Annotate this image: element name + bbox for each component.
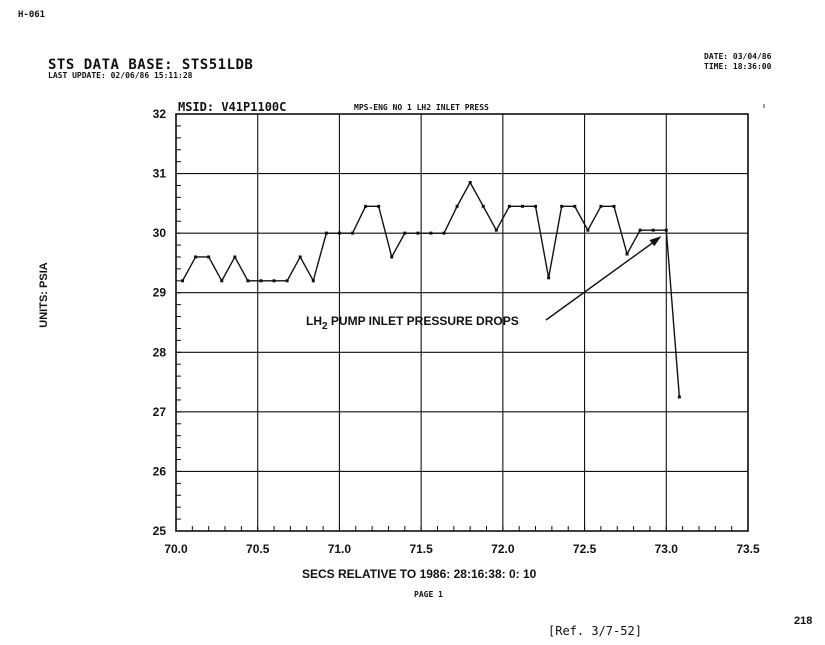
data-point bbox=[194, 255, 198, 259]
annotation-arrow-shaft bbox=[545, 239, 657, 321]
chart-subtitle: MPS-ENG NO 1 LH2 INLET PRESS bbox=[354, 103, 489, 112]
report-time: TIME: 18:36:00 bbox=[704, 62, 772, 71]
data-point bbox=[259, 279, 263, 283]
data-point bbox=[534, 204, 538, 208]
data-point bbox=[560, 204, 564, 208]
data-point bbox=[181, 279, 185, 283]
last-update: LAST UPDATE: 02/06/86 15:11:28 bbox=[48, 71, 193, 80]
data-point bbox=[364, 204, 368, 208]
data-point bbox=[416, 231, 420, 235]
report-date: DATE: 03/04/86 bbox=[704, 52, 772, 61]
data-point bbox=[507, 204, 511, 208]
data-point bbox=[337, 231, 341, 235]
y-tick-label: 27 bbox=[153, 405, 167, 419]
chart-title: MSID: V41P1100C bbox=[178, 100, 286, 114]
y-tick-label: 28 bbox=[153, 345, 167, 359]
data-point bbox=[612, 204, 616, 208]
annotation-arrowhead bbox=[649, 236, 662, 247]
data-point bbox=[599, 204, 603, 208]
data-point bbox=[207, 255, 211, 259]
annotation-text: LH2 PUMP INLET PRESSURE DROPS bbox=[306, 314, 519, 332]
data-point bbox=[220, 279, 224, 283]
database-title: STS DATA BASE: STS51LDB bbox=[48, 57, 254, 73]
page-number: 218 bbox=[794, 615, 813, 627]
x-tick-label: 72.5 bbox=[573, 542, 597, 556]
data-point bbox=[311, 279, 315, 283]
data-point bbox=[547, 276, 551, 280]
x-tick-label: 71.0 bbox=[328, 542, 352, 556]
document-id: H-061 bbox=[18, 10, 46, 20]
y-tick-label: 30 bbox=[153, 226, 167, 240]
data-point bbox=[455, 204, 459, 208]
x-tick-label: 72.0 bbox=[491, 542, 515, 556]
data-point bbox=[390, 255, 394, 259]
data-point bbox=[324, 231, 328, 235]
page-label: PAGE 1 bbox=[414, 590, 443, 599]
data-point bbox=[677, 395, 681, 399]
data-point bbox=[520, 204, 524, 208]
data-point bbox=[272, 279, 276, 283]
y-tick-label: 26 bbox=[153, 464, 167, 478]
series-line bbox=[181, 181, 681, 398]
data-point bbox=[403, 231, 407, 235]
data-point bbox=[625, 252, 629, 256]
y-axis-label: UNITS: PSIA bbox=[38, 262, 50, 328]
y-tick-label: 25 bbox=[153, 524, 167, 538]
y-tick-label: 29 bbox=[153, 286, 167, 300]
data-point bbox=[494, 228, 498, 232]
data-point bbox=[481, 204, 485, 208]
y-tick-label: 31 bbox=[153, 167, 167, 181]
data-point bbox=[573, 204, 577, 208]
data-point bbox=[664, 228, 668, 232]
x-tick-label: 73.0 bbox=[655, 542, 679, 556]
y-tick-label: 32 bbox=[153, 107, 167, 121]
data-point bbox=[429, 231, 433, 235]
data-point bbox=[377, 204, 381, 208]
data-point bbox=[285, 279, 289, 283]
data-point bbox=[233, 255, 237, 259]
data-point bbox=[246, 279, 250, 283]
data-point bbox=[442, 231, 446, 235]
x-tick-label: 70.0 bbox=[164, 542, 188, 556]
x-tick-label: 71.5 bbox=[409, 542, 433, 556]
data-point bbox=[638, 228, 642, 232]
reference-label: [Ref. 3/7-52] bbox=[548, 624, 642, 638]
x-tick-label: 70.5 bbox=[246, 542, 270, 556]
data-point bbox=[298, 255, 302, 259]
data-point bbox=[651, 228, 655, 232]
data-point bbox=[468, 181, 472, 185]
x-tick-label: 73.5 bbox=[736, 542, 760, 556]
x-axis-label: SECS RELATIVE TO 1986: 28:16:38: 0: 10 bbox=[302, 567, 537, 581]
data-point bbox=[351, 231, 355, 235]
data-point bbox=[586, 228, 590, 232]
